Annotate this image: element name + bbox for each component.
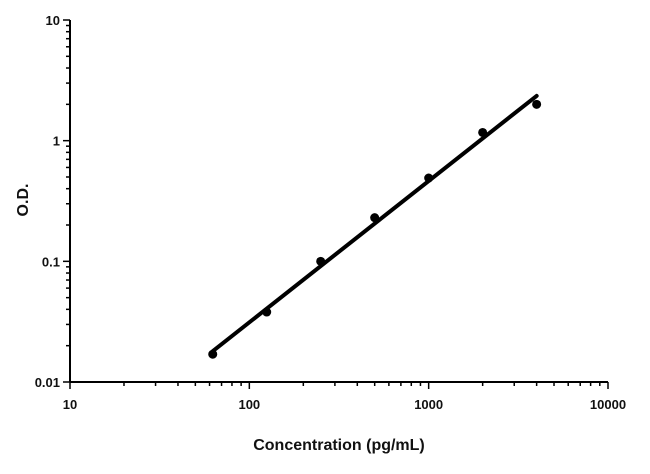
x-tick-label: 10000	[590, 397, 626, 412]
data-points	[208, 99, 542, 359]
data-point	[424, 173, 434, 183]
data-point	[370, 213, 380, 223]
fit-line	[210, 93, 539, 354]
data-point	[478, 127, 488, 137]
data-point	[208, 349, 218, 359]
data-point	[532, 99, 542, 109]
y-tick-label: 0.01	[35, 375, 60, 390]
y-tick-label: 10	[46, 13, 60, 28]
x-tick-label: 1000	[414, 397, 443, 412]
tick-marks	[63, 19, 609, 389]
data-point	[262, 307, 272, 317]
y-tick-label: 0.1	[42, 254, 60, 269]
x-axis-label: Concentration (pg/mL)	[253, 437, 425, 454]
fit-line-group	[210, 93, 539, 354]
x-tick-label: 100	[238, 397, 260, 412]
x-tick-label: 10	[63, 397, 77, 412]
y-axis-label: O.D.	[15, 184, 32, 217]
axes	[69, 20, 608, 383]
y-tick-label: 1	[53, 134, 60, 149]
data-point	[316, 256, 326, 266]
tick-labels: 10 100 1000 10000 0.01 0.1 1 10	[35, 13, 626, 412]
